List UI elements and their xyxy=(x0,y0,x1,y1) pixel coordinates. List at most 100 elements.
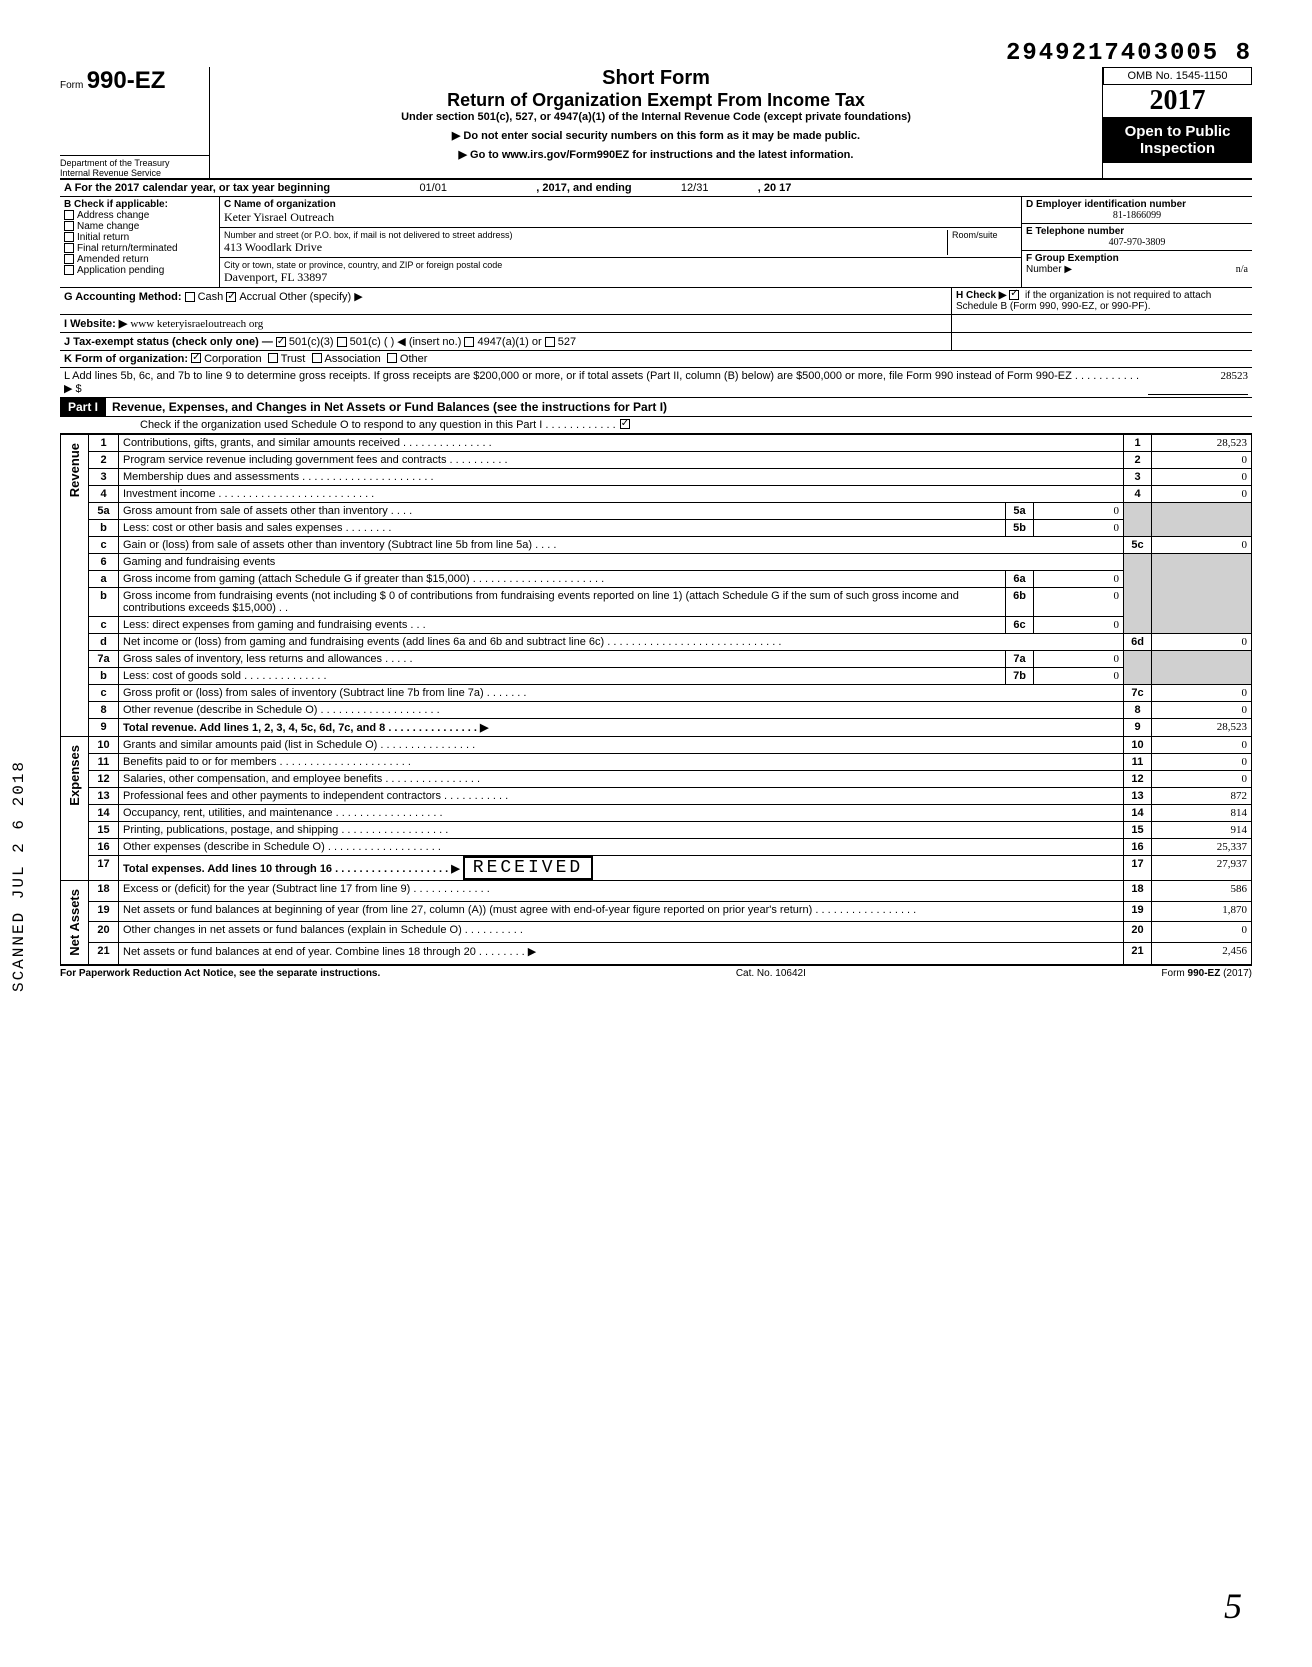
checkbox-501c[interactable] xyxy=(337,337,347,347)
c-col: C Name of organization Keter Yisrael Out… xyxy=(220,197,1022,287)
amt-num: 11 xyxy=(1124,754,1152,771)
line-desc: Salaries, other compensation, and employ… xyxy=(119,771,1124,788)
amt-num: 15 xyxy=(1124,822,1152,839)
table-row: 12Salaries, other compensation, and empl… xyxy=(61,771,1252,788)
k-label: K Form of organization: xyxy=(64,353,188,365)
checkbox-4947[interactable] xyxy=(464,337,474,347)
line-desc: Gaming and fundraising events xyxy=(119,554,1124,571)
e-label: E Telephone number xyxy=(1026,226,1124,237)
b-amend: Amended return xyxy=(77,254,149,265)
c-label: C Name of organization xyxy=(224,199,1017,210)
checkbox-final[interactable] xyxy=(64,243,74,253)
short-form: Short Form xyxy=(220,67,1092,90)
line-num: 8 xyxy=(89,702,119,719)
checkbox-assoc[interactable] xyxy=(312,353,322,363)
line-num: 2 xyxy=(89,452,119,469)
checkbox-initial[interactable] xyxy=(64,232,74,242)
amt-num: 7c xyxy=(1124,685,1152,702)
table-row: 3Membership dues and assessments . . . .… xyxy=(61,469,1252,486)
j-4947: 4947(a)(1) or xyxy=(477,336,541,348)
side-revenue: Revenue xyxy=(65,437,84,503)
inner-box: 6c xyxy=(1006,617,1034,634)
footer-mid: Cat. No. 10642I xyxy=(736,968,806,979)
checkbox-corp[interactable] xyxy=(191,353,201,363)
checkbox-pending[interactable] xyxy=(64,265,74,275)
line-num: 7a xyxy=(89,651,119,668)
line-desc: Membership dues and assessments . . . . … xyxy=(119,469,1124,486)
table-row: 7aGross sales of inventory, less returns… xyxy=(61,651,1252,668)
line-num: b xyxy=(89,668,119,685)
d-col: D Employer identification number81-18660… xyxy=(1022,197,1252,287)
c-city: Davenport, FL 33897 xyxy=(224,270,1017,285)
inner-val: 0 xyxy=(1034,617,1124,634)
inner-box: 7a xyxy=(1006,651,1034,668)
shaded-cell xyxy=(1124,503,1152,537)
inner-val: 0 xyxy=(1034,651,1124,668)
line-num: 18 xyxy=(89,881,119,902)
j-527: 527 xyxy=(558,336,576,348)
amt-num: 20 xyxy=(1124,922,1152,943)
table-row: 4Investment income . . . . . . . . . . .… xyxy=(61,486,1252,503)
f-label: F Group Exemption xyxy=(1026,253,1119,264)
checkbox-h[interactable] xyxy=(1009,290,1019,300)
a-year: , 20 17 xyxy=(758,182,792,194)
amt-num: 1 xyxy=(1124,435,1152,452)
amt-val: 28,523 xyxy=(1152,435,1252,452)
dept1: Department of the Treasury xyxy=(60,155,209,168)
line-desc: Gross sales of inventory, less returns a… xyxy=(119,651,1006,668)
amt-val: 914 xyxy=(1152,822,1252,839)
form-prefix: Form xyxy=(60,80,83,91)
table-row: 2Program service revenue including gover… xyxy=(61,452,1252,469)
checkbox-accrual[interactable] xyxy=(226,292,236,302)
checkbox-501c3[interactable] xyxy=(276,337,286,347)
b-item: Initial return xyxy=(64,232,215,243)
table-row: 11Benefits paid to or for members . . . … xyxy=(61,754,1252,771)
line-desc: Contributions, gifts, grants, and simila… xyxy=(119,435,1124,452)
amt-val: 814 xyxy=(1152,805,1252,822)
line-desc: Grants and similar amounts paid (list in… xyxy=(119,737,1124,754)
k-other: Other xyxy=(400,353,428,365)
b-item: Name change xyxy=(64,221,215,232)
line-num: 15 xyxy=(89,822,119,839)
table-row: Net Assets 18Excess or (deficit) for the… xyxy=(61,881,1252,902)
checkbox-address[interactable] xyxy=(64,210,74,220)
g-label: G Accounting Method: xyxy=(64,291,182,303)
j-insert: ) ◀ (insert no.) xyxy=(391,336,462,348)
shaded-cell xyxy=(1124,554,1152,634)
b-item: Address change xyxy=(64,210,215,221)
d-ein: 81-1866099 xyxy=(1026,210,1248,221)
amt-val: 0 xyxy=(1152,469,1252,486)
line-num: 9 xyxy=(89,719,119,737)
j-row: J Tax-exempt status (check only one) — 5… xyxy=(60,333,1252,351)
line-num: 17 xyxy=(89,856,119,881)
amt-num: 21 xyxy=(1124,942,1152,964)
b-label: B Check if applicable: xyxy=(64,199,215,210)
year: 2017 xyxy=(1103,85,1252,117)
line-num: 21 xyxy=(89,942,119,964)
shaded-cell xyxy=(1152,554,1252,634)
checkbox-amended[interactable] xyxy=(64,254,74,264)
table-row: 8Other revenue (describe in Schedule O) … xyxy=(61,702,1252,719)
c-city-label: City or town, state or province, country… xyxy=(224,260,1017,270)
checkbox-part1[interactable] xyxy=(620,419,630,429)
inner-val: 0 xyxy=(1034,588,1124,617)
checkbox-527[interactable] xyxy=(545,337,555,347)
f-label2: Number ▶ xyxy=(1026,264,1072,275)
amt-num: 18 xyxy=(1124,881,1152,902)
k-row: K Form of organization: Corporation Trus… xyxy=(60,351,1252,368)
checkbox-kother[interactable] xyxy=(387,353,397,363)
e-phone: 407-970-3809 xyxy=(1026,237,1248,248)
checkbox-name[interactable] xyxy=(64,221,74,231)
table-row: 16Other expenses (describe in Schedule O… xyxy=(61,839,1252,856)
checkbox-trust[interactable] xyxy=(268,353,278,363)
line-num: c xyxy=(89,617,119,634)
checkbox-cash[interactable] xyxy=(185,292,195,302)
table-row: 17Total expenses. Add lines 10 through 1… xyxy=(61,856,1252,881)
f-val: n/a xyxy=(1236,264,1248,275)
shaded-cell xyxy=(1152,651,1252,685)
i-row: I Website: ▶ www keteryisraeloutreach or… xyxy=(60,315,1252,333)
top-row: 2949217403005 8 xyxy=(60,40,1252,67)
gh-row: G Accounting Method: Cash Accrual Other … xyxy=(60,288,1252,315)
amt-num: 6d xyxy=(1124,634,1152,651)
line-num: 11 xyxy=(89,754,119,771)
